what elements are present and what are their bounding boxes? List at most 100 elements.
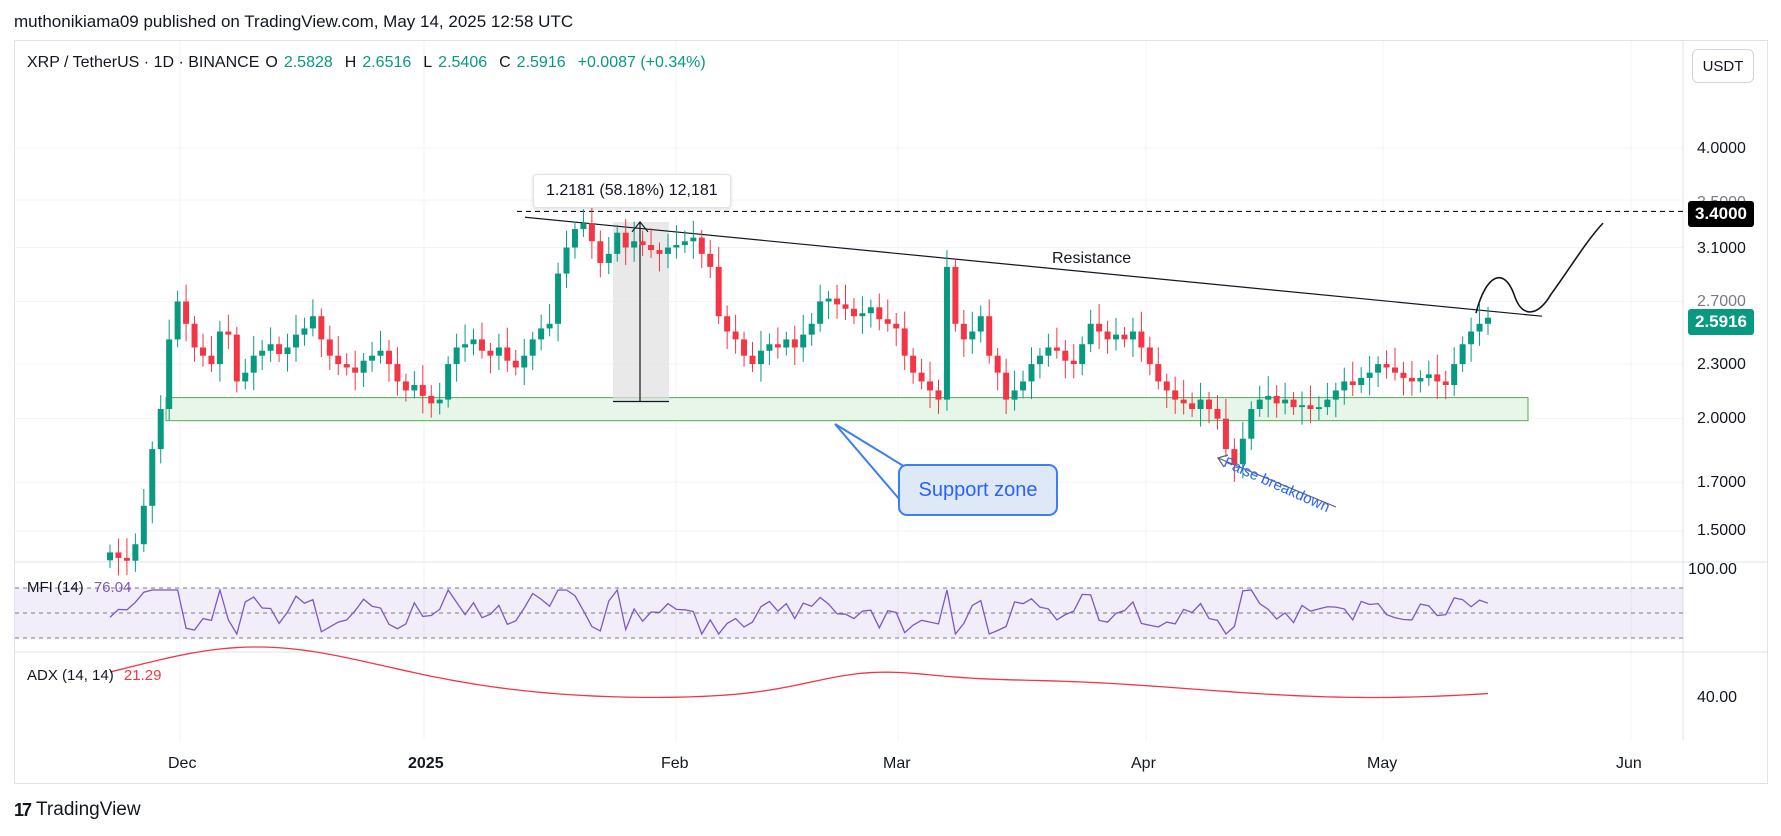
candle[interactable] [1248,401,1255,450]
candle[interactable] [242,358,249,390]
candle[interactable] [1121,326,1128,348]
candle[interactable] [1011,370,1018,411]
support-zone-callout[interactable]: Support zone [898,464,1058,516]
candle[interactable] [986,299,993,364]
candle[interactable] [563,230,570,288]
candle[interactable] [1468,317,1475,362]
candle[interactable] [808,313,815,346]
candle[interactable] [800,314,807,362]
chart-frame[interactable] [14,40,1768,784]
candle[interactable] [1197,382,1204,427]
candle[interactable] [1146,336,1153,376]
candle[interactable] [639,230,646,257]
candle[interactable] [1138,311,1145,362]
candle[interactable] [1189,392,1196,417]
candle[interactable] [335,335,342,376]
candle[interactable] [935,379,942,414]
candle[interactable] [166,319,173,421]
candle[interactable] [1079,336,1086,376]
candle[interactable] [850,297,857,325]
candle[interactable] [1358,367,1365,393]
candle[interactable] [1451,347,1458,397]
candle[interactable] [622,218,629,266]
candle[interactable] [766,333,773,366]
candle[interactable] [445,356,452,408]
candle[interactable] [867,299,874,328]
resistance-line[interactable] [524,216,1543,317]
footer-brand[interactable]: 17 TradingView [14,799,141,820]
candle[interactable] [715,247,722,325]
candle[interactable] [1265,376,1272,418]
candle[interactable] [910,347,917,384]
candle[interactable] [512,349,519,376]
candle[interactable] [1053,327,1060,359]
candle[interactable] [343,353,350,376]
candle[interactable] [267,327,274,362]
candle[interactable] [1425,360,1432,386]
candle[interactable] [1045,333,1052,367]
candle[interactable] [521,338,528,386]
candle[interactable] [927,361,934,408]
candle[interactable] [555,262,562,342]
candle[interactable] [673,225,680,259]
candle[interactable] [690,220,697,259]
candle[interactable] [859,296,866,334]
candle[interactable] [1206,391,1213,424]
candle[interactable] [1400,361,1407,396]
candle[interactable] [1332,382,1339,418]
candle[interactable] [825,290,832,320]
candle[interactable] [225,314,232,349]
candle[interactable] [648,228,655,258]
candle[interactable] [1299,391,1306,425]
candle[interactable] [1341,367,1348,405]
candle[interactable] [504,327,511,372]
candle[interactable] [1417,370,1424,393]
candle[interactable] [487,343,494,374]
candle[interactable] [1036,347,1043,379]
candle[interactable] [1062,339,1069,379]
candle[interactable] [918,358,925,390]
candle[interactable] [453,333,460,382]
candle[interactable] [250,335,257,391]
currency-button[interactable]: USDT [1692,49,1754,83]
candle[interactable] [1113,317,1120,351]
candle[interactable] [495,333,502,371]
candle[interactable] [732,314,739,354]
candle[interactable] [1214,395,1221,430]
candle[interactable] [1231,438,1238,482]
candle[interactable] [1383,350,1390,379]
candle[interactable] [1003,358,1010,414]
candle[interactable] [1087,309,1094,353]
candle[interactable] [943,250,950,411]
support-zone[interactable] [165,397,1529,422]
candle[interactable] [741,331,748,367]
projection-path[interactable] [1475,222,1604,314]
candle[interactable] [1485,306,1491,335]
candle[interactable] [681,230,688,253]
candle[interactable] [749,341,756,372]
candle[interactable] [183,284,190,342]
candle[interactable] [724,305,731,350]
candle[interactable] [326,325,333,371]
candle[interactable] [893,313,900,346]
candle[interactable] [107,544,113,569]
candle[interactable] [757,330,764,382]
candle[interactable] [462,324,469,362]
candle[interactable] [664,233,671,269]
candle[interactable] [352,350,359,391]
candle[interactable] [385,339,392,382]
candle[interactable] [377,330,384,364]
candle[interactable] [301,317,308,346]
candle[interactable] [292,314,299,362]
candle[interactable] [470,328,477,356]
candle[interactable] [208,335,215,372]
candle[interactable] [149,441,156,524]
candle[interactable] [834,284,841,319]
candle[interactable] [960,309,967,357]
candle[interactable] [1180,379,1187,415]
candle[interactable] [1155,347,1162,390]
candle[interactable] [1459,336,1466,372]
candle[interactable] [901,311,908,371]
candle[interactable] [1239,421,1246,479]
